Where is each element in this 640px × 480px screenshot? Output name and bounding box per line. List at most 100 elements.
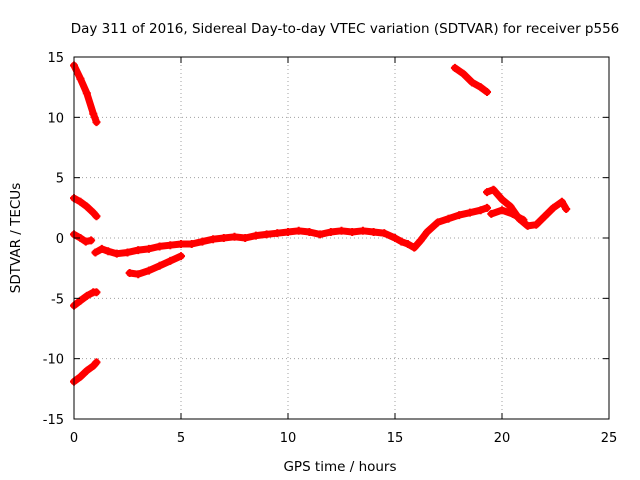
x-tick-label: 0 [70,431,78,446]
series-arc-top-right [450,63,492,96]
x-tick-label: 15 [387,431,404,446]
data-point [134,270,143,279]
data-point [489,185,498,194]
data-point [498,206,506,215]
data-point [104,247,113,256]
x-tick-label: 10 [280,431,297,446]
data-point [251,231,260,240]
y-tick-label: 5 [56,172,64,187]
x-axis-label: GPS time / hours [283,459,396,475]
data-point [455,211,464,220]
chart-title: Day 311 of 2016, Sidereal Day-to-day VTE… [71,21,620,37]
data-point [305,227,314,236]
data-point [166,256,175,265]
data-point [92,118,101,127]
data-point [397,237,406,246]
data-point [81,237,90,246]
data-point [123,248,132,257]
y-tick-label: -5 [51,292,64,307]
data-point [476,83,485,92]
data-point [76,296,85,305]
data-point [316,230,325,239]
y-tick-label: 15 [47,51,64,66]
data-point [177,252,185,261]
data-point [187,240,196,249]
data-point [177,240,185,249]
y-tick-label: -10 [43,353,64,368]
data-point [134,246,143,255]
series-arc-right-lower [487,206,528,224]
data-point [82,202,91,211]
data-point [76,197,85,206]
data-point [92,288,101,297]
data-point [557,197,566,206]
data-point [230,232,239,241]
data-point [82,366,91,375]
data-point [380,229,389,238]
data-point [241,234,250,242]
data-point [262,230,271,239]
data-point [166,241,175,250]
data-point [155,261,164,270]
data-point [410,243,419,252]
data-point [483,203,492,212]
data-point [155,242,164,251]
data-point [459,69,468,78]
data-point [433,218,442,227]
data-point [112,249,121,258]
data-point [508,209,517,218]
data-layer [70,61,571,386]
data-point [337,226,346,235]
data-point [540,212,549,221]
data-point [487,209,496,218]
series-arc-lower-branch [125,252,185,279]
data-point [82,291,91,300]
data-point [87,236,96,245]
data-point [125,268,134,277]
data-point [549,203,558,212]
data-point [465,208,474,217]
data-point [506,202,515,211]
data-point [89,109,98,118]
data-point [92,358,101,367]
series-line [487,206,527,224]
data-point [403,240,412,249]
data-point [92,212,101,221]
data-point [444,214,453,223]
data-point [284,227,292,236]
data-point [97,244,106,253]
data-point [144,244,153,253]
x-tick-label: 25 [601,431,618,446]
data-point [532,220,541,229]
data-point [416,236,425,245]
data-point [76,74,85,83]
data-point [348,227,357,236]
x-tick-label: 20 [494,431,511,446]
data-point [369,227,378,236]
data-point [294,226,303,235]
data-point [483,188,492,197]
y-tick-label: -15 [43,413,64,428]
data-point [82,89,91,98]
y-tick-label: 10 [47,111,64,126]
data-point [476,206,485,215]
x-tick-label: 5 [177,431,185,446]
data-point [219,234,228,242]
data-point [144,266,153,275]
series-arc-right [483,185,571,230]
data-point [273,229,282,238]
data-point [209,235,218,244]
data-point [483,87,492,96]
series-arc-main [91,203,492,258]
data-point [423,227,432,236]
data-point [391,234,399,242]
data-point [198,237,207,246]
data-point [450,63,459,72]
data-point [562,205,571,214]
data-point [519,215,528,224]
data-point [91,248,100,257]
y-tick-label: 0 [56,232,64,247]
data-point [326,227,335,236]
